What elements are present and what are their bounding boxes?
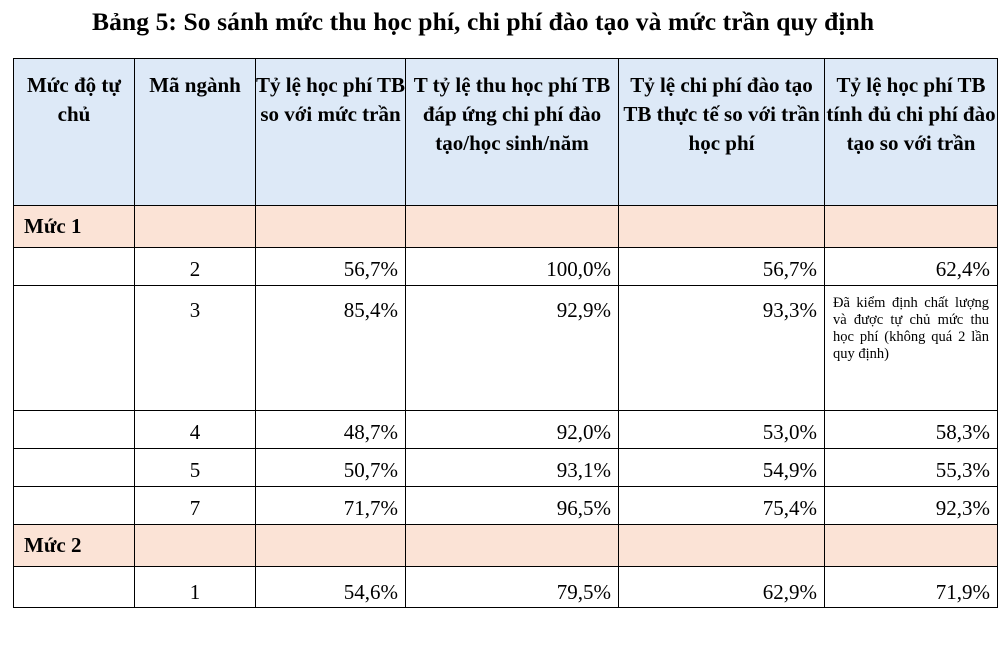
table-row: 4 48,7% 92,0% 53,0% 58,3% — [13, 410, 998, 449]
table-row: 5 50,7% 93,1% 54,9% 55,3% — [13, 448, 998, 487]
major-code: 5 — [134, 448, 256, 487]
cost-vs-cap: 75,4% — [618, 486, 825, 525]
fee-vs-cap: 71,7% — [255, 486, 406, 525]
cost-vs-cap: 53,0% — [618, 410, 825, 449]
fee-covers-cost: 96,5% — [405, 486, 619, 525]
table-row: 7 71,7% 96,5% 75,4% 92,3% — [13, 486, 998, 525]
fee-vs-cap: 54,6% — [255, 566, 406, 608]
header-autonomy-level: Mức độ tự chủ — [13, 58, 135, 206]
major-code: 2 — [134, 247, 256, 286]
table-row: 3 85,4% 92,9% 93,3% Đã kiểm định chất lư… — [13, 285, 998, 411]
fee-covers-cost: 92,0% — [405, 410, 619, 449]
fee-covers-cost: 79,5% — [405, 566, 619, 608]
major-code: 1 — [134, 566, 256, 608]
fee-covers-cost: 92,9% — [405, 285, 619, 411]
fee-covers-cost: 93,1% — [405, 448, 619, 487]
full-cost-fee-vs-cap: 92,3% — [824, 486, 998, 525]
comparison-table: Mức độ tự chủ Mã ngành Tỷ lệ học phí TB … — [13, 58, 998, 608]
full-cost-fee-vs-cap: 55,3% — [824, 448, 998, 487]
major-code: 7 — [134, 486, 256, 525]
cost-vs-cap: 54,9% — [618, 448, 825, 487]
group-row: Mức 1 — [13, 205, 998, 248]
cost-vs-cap: 56,7% — [618, 247, 825, 286]
header-cost-vs-cap: Tỷ lệ chi phí đào tạo TB thực tế so với … — [618, 58, 825, 206]
full-cost-fee-note: Đã kiểm định chất lượng và được tự chủ m… — [824, 285, 998, 411]
group-label: Mức 2 — [13, 524, 135, 567]
header-row: Mức độ tự chủ Mã ngành Tỷ lệ học phí TB … — [13, 58, 998, 206]
fee-vs-cap: 50,7% — [255, 448, 406, 487]
full-cost-fee-vs-cap: 62,4% — [824, 247, 998, 286]
fee-covers-cost: 100,0% — [405, 247, 619, 286]
cost-vs-cap: 62,9% — [618, 566, 825, 608]
major-code: 4 — [134, 410, 256, 449]
group-row: Mức 2 — [13, 524, 998, 567]
header-major-code: Mã ngành — [134, 58, 256, 206]
table-row: 1 54,6% 79,5% 62,9% 71,9% — [13, 566, 998, 608]
group-label: Mức 1 — [13, 205, 135, 248]
fee-vs-cap: 48,7% — [255, 410, 406, 449]
cost-vs-cap: 93,3% — [618, 285, 825, 411]
fee-vs-cap: 56,7% — [255, 247, 406, 286]
major-code: 3 — [134, 285, 256, 411]
fee-vs-cap: 85,4% — [255, 285, 406, 411]
header-fee-covers-cost: T tỷ lệ thu học phí TB đáp ứng chi phí đ… — [405, 58, 619, 206]
table-row: 2 56,7% 100,0% 56,7% 62,4% — [13, 247, 998, 286]
full-cost-fee-vs-cap: 58,3% — [824, 410, 998, 449]
header-fee-vs-cap: Tỷ lệ học phí TB so với mức trần — [255, 58, 406, 206]
header-full-cost-fee-vs-cap: Tỷ lệ học phí TB tính đủ chi phí đào tạo… — [824, 58, 998, 206]
table-title: Bảng 5: So sánh mức thu học phí, chi phí… — [92, 7, 875, 36]
full-cost-fee-vs-cap: 71,9% — [824, 566, 998, 608]
